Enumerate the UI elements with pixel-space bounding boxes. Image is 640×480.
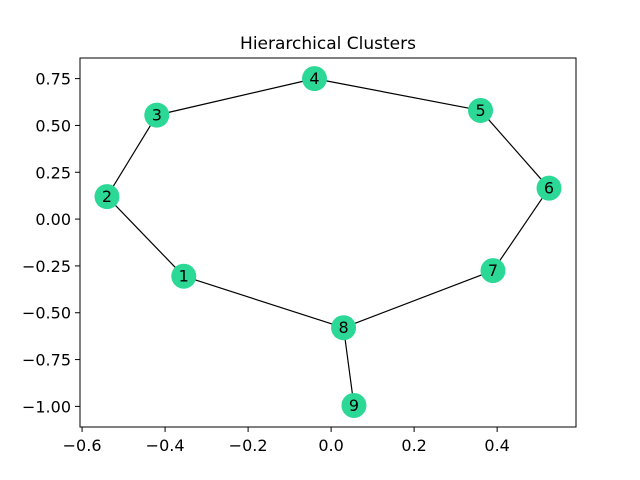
node-label-1: 1 [179,267,189,286]
node-label-8: 8 [338,318,348,337]
edge-8-1 [183,275,344,329]
plot-frame [79,57,577,428]
edge-2-3 [106,114,158,197]
edge-1-2 [106,196,185,277]
edge-6-7 [492,187,550,271]
y-tick-label: 0.75 [35,70,71,89]
y-tick-label: −0.50 [22,304,71,323]
nodes-layer: 1 2 3 4 5 6 7 8 9 [94,66,562,418]
node-label-9: 9 [349,396,359,415]
node-label-3: 3 [152,106,162,125]
edge-8-9 [342,327,355,406]
y-axis: 0.75 0.50 0.25 0.00 −0.25 −0.50 −0.75 −1.00 [22,70,80,416]
y-tick-label: 0.50 [35,116,71,135]
x-tick-label: 0.0 [318,436,343,455]
edge-4-5 [314,78,481,112]
node-7 [480,258,506,284]
y-tick-label: 0.00 [35,210,71,229]
y-tick-label: −0.75 [22,351,71,370]
node-2 [94,184,120,210]
node-label-4: 4 [309,69,319,88]
node-1 [171,263,197,289]
x-tick-label: −0.2 [229,436,268,455]
chart-title: Hierarchical Clusters [240,34,416,54]
node-5 [468,97,494,123]
x-tick-label: −0.6 [63,436,102,455]
x-tick-label: 0.2 [401,436,426,455]
edges-layer [106,78,550,406]
node-label-7: 7 [488,261,498,280]
x-tick-label: −0.4 [146,436,185,455]
node-8 [331,315,357,341]
node-6 [536,175,562,201]
node-4 [302,66,328,92]
x-axis: −0.6 −0.4 −0.2 0.0 0.2 0.4 [63,427,510,455]
edge-7-8 [343,270,494,329]
y-tick-label: −0.25 [22,257,71,276]
x-tick-label: 0.4 [484,436,509,455]
edge-5-6 [480,110,550,189]
y-tick-label: 0.25 [35,163,71,182]
node-label-2: 2 [102,187,112,206]
node-9 [341,392,367,418]
edge-3-4 [156,78,315,116]
node-label-6: 6 [544,179,554,198]
node-label-5: 5 [475,101,485,120]
node-3 [144,102,170,128]
y-tick-label: −1.00 [22,397,71,416]
